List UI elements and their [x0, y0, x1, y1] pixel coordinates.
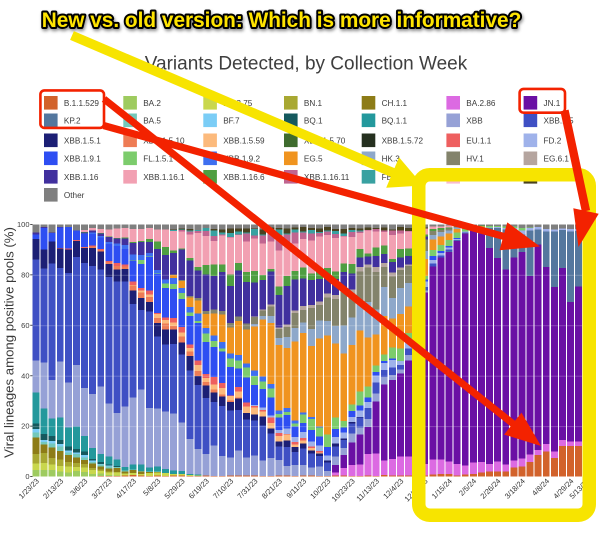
- svg-text:B.1.1.529: B.1.1.529: [64, 99, 99, 108]
- svg-text:FE.1: FE.1: [382, 173, 400, 182]
- svg-text:BF.7: BF.7: [223, 117, 240, 126]
- svg-text:BQ.1: BQ.1: [304, 117, 323, 126]
- svg-text:40: 40: [21, 371, 29, 380]
- svg-text:FL.1.5.1: FL.1.5.1: [143, 155, 173, 164]
- svg-text:XBB.1.16: XBB.1.16: [64, 173, 99, 182]
- svg-text:XBB.1.5: XBB.1.5: [544, 117, 574, 126]
- svg-text:XBB.1.5.1: XBB.1.5.1: [64, 137, 101, 146]
- svg-text:80: 80: [21, 270, 29, 279]
- svg-text:XBB.1.16.1: XBB.1.16.1: [143, 173, 185, 182]
- svg-text:KP.2: KP.2: [64, 117, 81, 126]
- svg-text:HK.3: HK.3: [382, 155, 401, 164]
- svg-text:EG.5: EG.5: [304, 155, 323, 164]
- svg-text:XBB.1.16.6: XBB.1.16.6: [223, 173, 265, 182]
- svg-text:FD.2: FD.2: [544, 137, 562, 146]
- svg-text:BA.2.86: BA.2.86: [466, 99, 496, 108]
- svg-text:Viral lineages among positive: Viral lineages among positive pools (%): [1, 227, 16, 458]
- svg-text:EG.6.1: EG.6.1: [544, 155, 570, 164]
- svg-text:XBB: XBB: [466, 117, 483, 126]
- svg-text:XBB.1.5.59: XBB.1.5.59: [223, 137, 265, 146]
- svg-text:20: 20: [21, 422, 29, 431]
- svg-text:0: 0: [25, 472, 29, 481]
- svg-text:BQ.1.1: BQ.1.1: [382, 117, 408, 126]
- svg-text:100: 100: [17, 220, 30, 229]
- svg-text:Variants Detected, by Collecti: Variants Detected, by Collection Week: [145, 54, 468, 75]
- svg-text:BN.1: BN.1: [304, 99, 323, 108]
- svg-text:JN.1: JN.1: [544, 99, 561, 108]
- svg-text:BA.5: BA.5: [143, 117, 161, 126]
- svg-text:BA.2: BA.2: [143, 99, 161, 108]
- svg-text:XBB.1.16.11: XBB.1.16.11: [304, 173, 350, 182]
- svg-text:HV.1: HV.1: [466, 155, 484, 164]
- svg-text:XBB.1.5.72: XBB.1.5.72: [382, 137, 424, 146]
- svg-text:XBB.1.9.2: XBB.1.9.2: [223, 155, 260, 164]
- svg-text:Other: Other: [64, 191, 85, 200]
- svg-text:CH.1.1: CH.1.1: [382, 99, 408, 108]
- svg-text:EU.1.1: EU.1.1: [466, 137, 491, 146]
- svg-text:60: 60: [21, 321, 29, 330]
- svg-text:XBB.1.9.1: XBB.1.9.1: [64, 155, 101, 164]
- svg-text:New vs. old version: Which is: New vs. old version: Which is more infor…: [42, 9, 522, 32]
